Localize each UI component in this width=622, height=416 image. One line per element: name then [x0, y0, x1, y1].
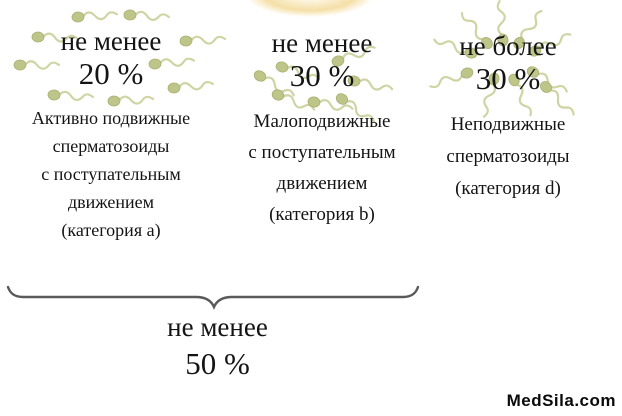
description-line: сперматозоиды: [52, 136, 170, 156]
column-category-d: не более 30 % Неподвижные сперматозоиды …: [420, 31, 596, 205]
threshold-text: не менее: [271, 28, 373, 58]
egg-glow-icon: [246, 0, 374, 17]
sperm-icon: [513, 9, 543, 50]
sperm-icon: [482, 72, 500, 118]
description-line: Активно подвижные: [31, 108, 191, 128]
description-line: (категория a): [61, 220, 161, 240]
sperm-icon: [347, 75, 394, 91]
description-line: (категория b): [269, 204, 375, 225]
sperm-icon: [496, 0, 509, 47]
sperm-icon: [148, 57, 195, 70]
description-line: с поступательным: [248, 142, 396, 163]
sperm-icon: [47, 89, 95, 102]
description-line: Неподвижные: [450, 114, 566, 135]
sperm-icon: [331, 45, 376, 67]
total-summary: не менее 50 %: [5, 311, 430, 382]
threshold-text: не более: [459, 31, 557, 61]
threshold-text: не менее: [60, 26, 162, 56]
category-description: Неподвижные сперматозоиды (категория d): [420, 109, 596, 205]
site-watermark: MedSila.com: [506, 391, 616, 410]
description-line: Малоподвижные: [253, 111, 391, 132]
sperm-icon: [71, 11, 119, 23]
sperm-icon: [31, 31, 79, 43]
description-line: (категория d): [455, 178, 561, 199]
sperm-icon: [13, 59, 61, 71]
sperm-icon: [179, 35, 227, 47]
description-line: движением: [276, 173, 368, 194]
sperm-icon: [307, 96, 354, 111]
underbrace-icon: [6, 285, 420, 311]
sperm-icon: [167, 80, 214, 94]
column-category-a: не менее 20 % Активно подвижные спермато…: [0, 26, 222, 244]
sperm-icon: [429, 67, 474, 89]
category-description: Малоподвижные с поступательным движением…: [228, 106, 416, 230]
total-threshold-text: не менее: [167, 312, 268, 342]
sperm-icon: [123, 9, 171, 22]
sperm-icon: [107, 95, 155, 107]
category-description: Активно подвижные сперматозоиды с поступ…: [0, 104, 222, 244]
sperm-icon: [335, 93, 376, 123]
sperm-icon: [460, 12, 493, 50]
sperm-icon: [528, 33, 572, 57]
description-line: движением: [67, 192, 155, 212]
sperm-icon: [275, 61, 321, 81]
description-line: с поступательным: [41, 164, 181, 184]
sperm-icon: [508, 73, 532, 117]
threshold-percent: 30 %: [289, 58, 355, 93]
threshold-percent: 30 %: [475, 61, 541, 96]
sperm-icon: [540, 81, 575, 116]
threshold-percent: 20 %: [78, 56, 144, 91]
description-line: сперматозоиды: [446, 146, 570, 167]
sperm-icon: [433, 38, 478, 59]
total-threshold-percent: 50 %: [185, 346, 250, 381]
column-category-b: не менее 30 % Малоподвижные с поступател…: [228, 28, 416, 230]
